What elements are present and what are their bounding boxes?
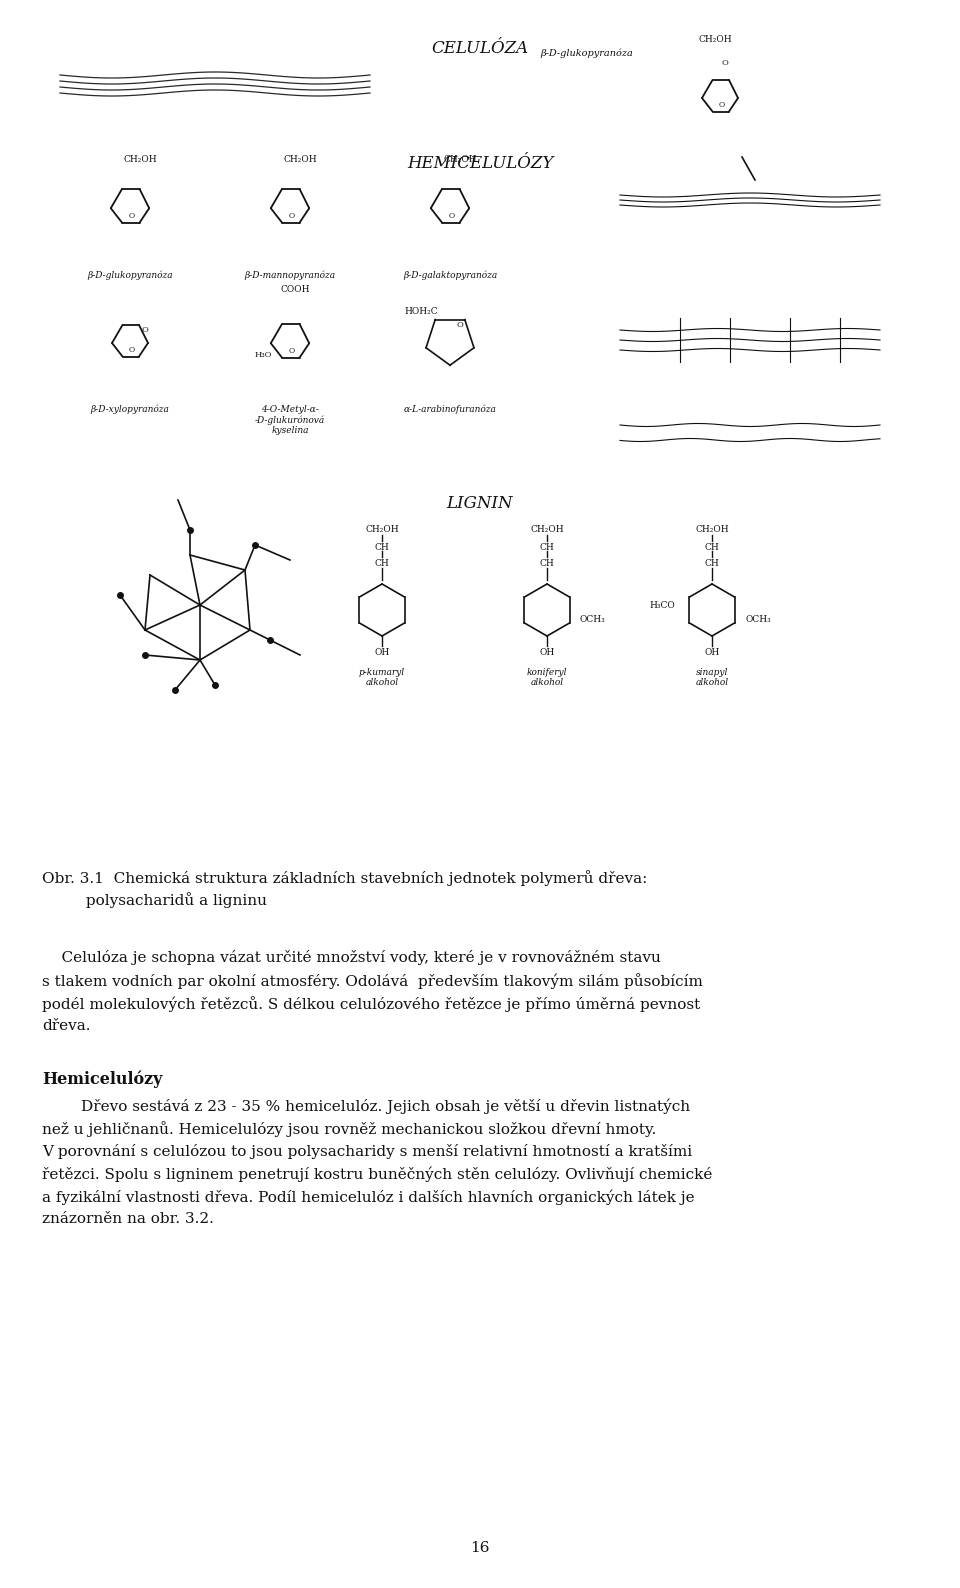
- Text: CH: CH: [540, 559, 554, 569]
- Text: COOH: COOH: [280, 286, 310, 294]
- Text: Dřevo sestává z 23 - 35 % hemicelulóz. Jejich obsah je větší u dřevin listnatých: Dřevo sestává z 23 - 35 % hemicelulóz. J…: [42, 1097, 712, 1226]
- Text: O: O: [448, 211, 455, 219]
- Text: CH₂OH: CH₂OH: [365, 526, 398, 534]
- Text: CH₂OH: CH₂OH: [283, 156, 317, 165]
- Text: β-D-glukopyranóza: β-D-glukopyranóza: [87, 270, 173, 279]
- Text: O: O: [289, 211, 295, 219]
- Text: CH₂OH: CH₂OH: [695, 526, 729, 534]
- Text: OCH₃: OCH₃: [745, 616, 771, 624]
- Text: CH: CH: [374, 559, 390, 569]
- Text: Celulóza je schopna vázat určité množství vody, které je v rovnovážném stavu
s t: Celulóza je schopna vázat určité množstv…: [42, 950, 703, 1032]
- Text: CELULÓZA: CELULÓZA: [431, 40, 529, 57]
- Text: H₃CO: H₃CO: [649, 600, 675, 610]
- Text: CH₂OH: CH₂OH: [444, 156, 477, 165]
- Text: O: O: [718, 102, 725, 110]
- Text: CH: CH: [374, 543, 390, 553]
- Text: β-D-mannopyranóza: β-D-mannopyranóza: [245, 270, 336, 279]
- Text: OH: OH: [705, 648, 720, 657]
- Text: α-L-arabinofuranóza: α-L-arabinofuranóza: [403, 405, 496, 414]
- Text: β-D-galaktopyranóza: β-D-galaktopyranóza: [403, 270, 497, 279]
- Text: koniferyl
alkohol: koniferyl alkohol: [527, 669, 567, 688]
- Text: CH₂OH: CH₂OH: [530, 526, 564, 534]
- Text: O: O: [722, 59, 729, 67]
- Text: Obr. 3.1  Chemická struktura základních stavebních jednotek polymerů dřeva:
    : Obr. 3.1 Chemická struktura základních s…: [42, 870, 647, 908]
- Text: O: O: [129, 346, 134, 354]
- Text: CH: CH: [705, 559, 719, 569]
- Text: 4-O-Metyl-α-
-D-glukurónová
kyselina: 4-O-Metyl-α- -D-glukurónová kyselina: [254, 405, 325, 435]
- Text: HEMICELULÓZY: HEMICELULÓZY: [407, 156, 553, 172]
- Text: O: O: [141, 326, 149, 333]
- Text: sinapyl
alkohol: sinapyl alkohol: [695, 669, 729, 688]
- Text: CH: CH: [540, 543, 554, 553]
- Text: OCH₃: OCH₃: [580, 616, 606, 624]
- Text: 16: 16: [470, 1540, 490, 1555]
- Text: OH: OH: [540, 648, 555, 657]
- Text: O: O: [457, 321, 464, 329]
- Text: OH: OH: [374, 648, 390, 657]
- Text: β-D-glukopyranóza: β-D-glukopyranóza: [540, 48, 633, 57]
- Text: CH₂OH: CH₂OH: [698, 35, 732, 44]
- Text: O: O: [289, 346, 295, 354]
- Text: LIGNIN: LIGNIN: [446, 495, 514, 511]
- Text: p-kumaryl
alkohol: p-kumaryl alkohol: [359, 669, 405, 688]
- Text: H₃O: H₃O: [254, 351, 272, 359]
- Text: β-D-xylopyranóza: β-D-xylopyranóza: [90, 405, 169, 414]
- Text: CH₂OH: CH₂OH: [123, 156, 156, 165]
- Text: Hemicelulózy: Hemicelulózy: [42, 1070, 162, 1088]
- Text: HOH₂C: HOH₂C: [404, 308, 438, 316]
- Text: CH: CH: [705, 543, 719, 553]
- Text: O: O: [129, 211, 134, 219]
